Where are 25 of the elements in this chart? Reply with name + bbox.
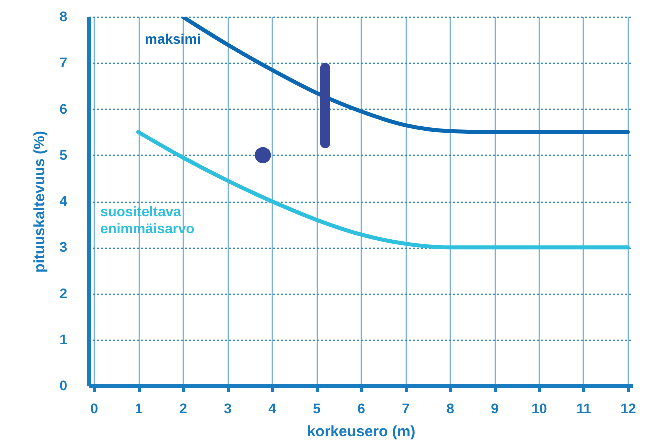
y-tick-label: 1 xyxy=(60,331,68,348)
x-tick-label: 7 xyxy=(402,400,410,416)
y-tick-label: 2 xyxy=(60,285,68,302)
x-tick-label: 2 xyxy=(180,400,188,416)
x-tick-label: 11 xyxy=(576,400,592,416)
x-tick-label: 4 xyxy=(268,400,277,416)
x-tick-label: 6 xyxy=(358,400,366,416)
x-tick-label: 0 xyxy=(90,400,99,416)
y-axis-title: pituuskaltevuus (%) xyxy=(32,131,49,273)
y-tick-label: 3 xyxy=(60,239,68,256)
series-label: maksimi xyxy=(145,31,202,47)
y-tick-label: 5 xyxy=(60,146,68,163)
x-tick-label: 10 xyxy=(532,400,548,416)
x-tick-label: 1 xyxy=(135,400,144,416)
x-tick-label: 8 xyxy=(446,400,455,416)
x-tick-label: 12 xyxy=(620,400,636,416)
x-tick-label: 9 xyxy=(491,400,500,416)
y-tick-label: 7 xyxy=(60,54,68,71)
x-axis-title: korkeusero (m) xyxy=(307,424,416,440)
x-tick-label: 3 xyxy=(224,400,232,416)
y-tick-label: 4 xyxy=(60,193,68,209)
y-tick-label: 0 xyxy=(60,378,68,394)
y-tick-label: 6 xyxy=(60,100,68,117)
y-tick-label: 8 xyxy=(60,8,68,24)
x-tick-label: 5 xyxy=(313,400,322,416)
